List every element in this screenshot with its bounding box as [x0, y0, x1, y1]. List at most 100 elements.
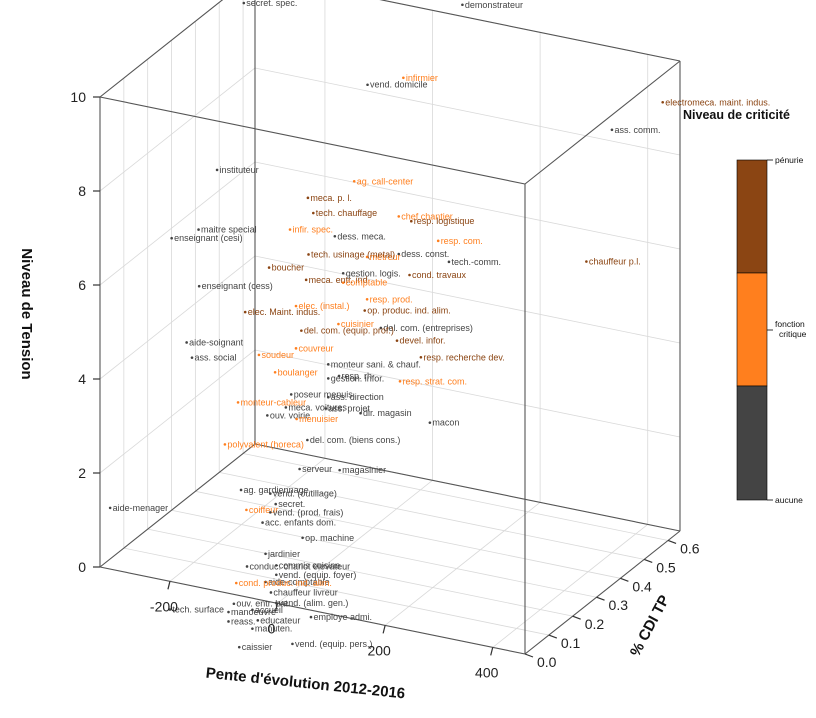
legend-swatch-aucune	[736, 385, 768, 501]
data-point: elec. (instal.)	[294, 301, 350, 311]
point-marker	[237, 645, 241, 649]
point-marker	[326, 363, 330, 366]
point-marker	[409, 219, 413, 223]
point-marker	[366, 83, 369, 87]
point-label: enseignant (cess)	[202, 281, 273, 291]
point-marker	[365, 297, 369, 301]
point-label: meca. entr. ind.	[309, 275, 371, 285]
data-point: elec. Maint. indus.	[243, 307, 320, 317]
tick-labels: 0 2 4 6 8 10 -200 0 200 400 0.00.10.20.30.40.50.6	[70, 89, 699, 680]
data-point: serveur	[298, 464, 332, 474]
data-point: magasinier	[338, 465, 386, 475]
point-label: chef chantier	[401, 211, 453, 221]
data-point: commis cuisine	[275, 560, 340, 570]
data-point: resp. rh	[337, 371, 373, 381]
point-label: ass. social	[195, 353, 237, 363]
point-marker	[447, 260, 451, 264]
point-label: op. produc. ind. alim.	[367, 306, 451, 316]
point-marker	[309, 615, 313, 619]
point-label: demonstrateur	[465, 0, 523, 10]
point-marker	[326, 395, 330, 399]
point-label: maitre special	[201, 225, 257, 235]
data-point: enseignant (cess)	[197, 281, 273, 291]
gridline-x	[169, 458, 326, 582]
point-marker	[304, 278, 308, 282]
points-layer: demonstrateurag. enquetessecret. spec.in…	[108, 0, 770, 652]
point-marker	[227, 620, 230, 623]
x-tick-label: -200	[150, 598, 178, 614]
data-point: polyvalent (horeca)	[223, 439, 304, 449]
point-marker	[408, 273, 411, 277]
point-marker	[397, 252, 401, 256]
point-label: vend. domicile	[370, 80, 428, 90]
data-point: monteur-cableur	[236, 397, 306, 407]
point-marker	[266, 414, 269, 417]
point-label: vend. (equip. pers.)	[295, 639, 373, 649]
data-point: ouv. entr. bat.	[232, 599, 290, 609]
point-marker	[245, 565, 249, 568]
data-point: electromeca. maint. indus.	[661, 97, 770, 107]
gridline-z	[99, 67, 256, 192]
z-tick-label: 8	[78, 183, 86, 199]
point-label: instituteur	[220, 165, 259, 175]
point-marker	[341, 271, 345, 275]
point-marker	[398, 379, 402, 383]
data-point: cond. travaux	[408, 270, 467, 280]
point-label: resp. logistique	[414, 216, 475, 226]
data-point: vend. (equip. foyer)	[275, 570, 356, 580]
z-tick-label: 10	[70, 89, 86, 105]
point-label: vend. (outillage)	[273, 489, 337, 499]
data-point: acc. enfants dom.	[261, 518, 336, 528]
point-marker	[236, 401, 240, 404]
point-label: resp. recherche dev.	[423, 352, 504, 362]
gridline-y	[171, 509, 597, 598]
point-label: meca. p. l.	[310, 193, 352, 203]
data-point: ass. social	[190, 353, 237, 363]
point-label: acc. enfants dom.	[265, 518, 336, 528]
point-marker	[284, 406, 288, 409]
point-label: accueil	[255, 605, 283, 615]
point-label: tech.-comm.	[451, 257, 501, 267]
point-marker	[307, 253, 310, 256]
point-label: resp. rh	[342, 371, 373, 381]
point-label: vend. (equip. foyer)	[279, 570, 357, 580]
data-point: employe admi.	[309, 612, 372, 622]
box-edge	[524, 530, 681, 655]
point-marker	[264, 580, 267, 584]
data-point: chauffeur livreur	[269, 587, 338, 597]
gridline-y	[123, 547, 549, 636]
point-label: del. com. (biens cons.)	[310, 435, 401, 445]
point-label: ass. direction	[331, 392, 384, 402]
point-label: infir. spec.	[293, 225, 334, 235]
point-label: commis cuisine	[279, 560, 341, 570]
box-edge	[99, 566, 526, 655]
point-label: ag. call-center	[357, 176, 414, 186]
data-point: caissier	[237, 642, 272, 652]
data-point: manuten.	[251, 624, 292, 634]
box-edge	[379, 0, 681, 62]
gridline-z	[254, 349, 681, 438]
point-label: secret.	[278, 499, 305, 509]
point-label: manoeuvre	[231, 607, 276, 617]
z-tick-label: 2	[78, 465, 86, 481]
gridline-z	[99, 0, 223, 98]
data-point: gestion. infor.	[326, 373, 385, 383]
point-marker	[256, 619, 260, 622]
gridline-y	[242, 453, 669, 541]
gridline-x	[384, 502, 541, 626]
gridline-z	[254, 255, 681, 344]
point-marker	[273, 370, 277, 374]
point-marker	[436, 239, 440, 243]
point-label: educateur	[260, 615, 300, 625]
legend-title: Niveau de criticité	[683, 108, 790, 122]
point-marker	[610, 128, 614, 132]
point-label: secret. spec.	[246, 0, 297, 8]
data-point: chauffeur p.l.	[585, 257, 641, 267]
point-label: chauffeur p.l.	[589, 257, 641, 267]
data-point: devel. infor.	[395, 336, 446, 346]
point-label: gestion. infor.	[331, 373, 385, 383]
point-label: electromeca. maint. indus.	[665, 97, 770, 107]
point-label: cuisinier	[341, 319, 374, 329]
data-point: infir. spec.	[288, 225, 334, 235]
